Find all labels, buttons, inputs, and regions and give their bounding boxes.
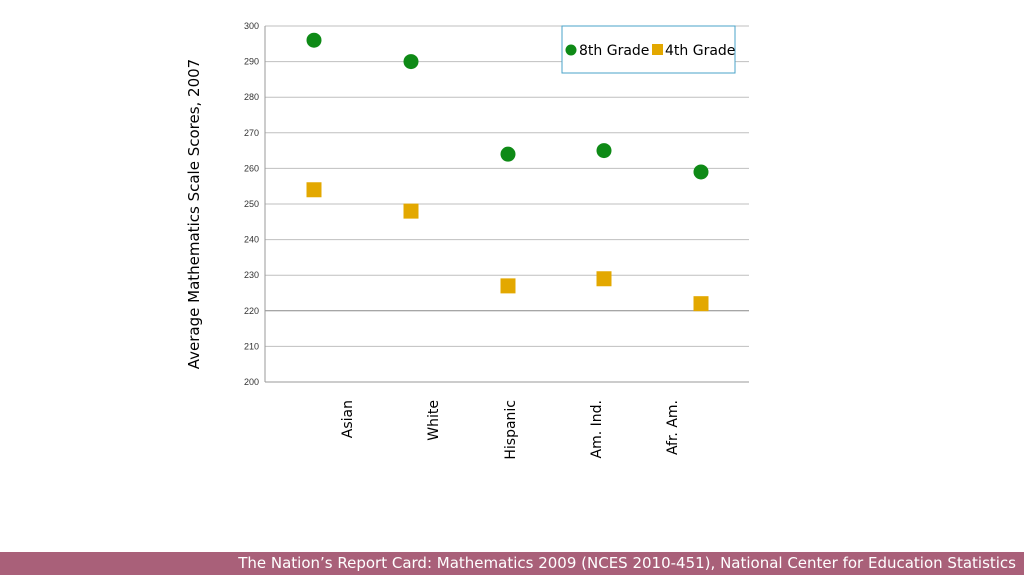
y-tick-label: 200: [244, 377, 259, 387]
chart: 200 210 220 230 240 250 260 270 280 290 300 Averag…: [185, 21, 749, 460]
y-axis-label: Average Mathematics Scale Scores, 2007: [185, 59, 203, 369]
point-4th-grade: [306, 182, 322, 198]
legend-box: [561, 25, 736, 74]
y-tick-label: 300: [244, 21, 259, 31]
category-labels: Asian White Hispanic Am. Ind. Afr. Am.: [340, 400, 681, 460]
y-tick-label: 240: [244, 235, 259, 245]
legend-label-8th-grade: 8th Grade: [579, 43, 649, 59]
point-8th-grade: [306, 32, 322, 48]
legend: 8th Grade 4th Grade: [561, 25, 736, 74]
y-tick-label: 290: [244, 57, 259, 67]
y-tick-label: 220: [244, 306, 259, 316]
point-4th-grade: [596, 271, 612, 287]
y-tick-label: 210: [244, 341, 259, 351]
category-label: White: [426, 400, 442, 441]
point-4th-grade: [403, 203, 419, 219]
y-tick-label: 280: [244, 92, 259, 102]
point-8th-grade: [596, 143, 612, 159]
point-4th-grade: [693, 296, 709, 312]
gridlines: [265, 25, 749, 383]
y-tick-label: 270: [244, 128, 259, 138]
point-8th-grade: [693, 164, 709, 180]
source-footer: The Nation’s Report Card: Mathematics 20…: [0, 552, 1024, 575]
data-points: [306, 32, 709, 312]
point-4th-grade: [500, 278, 516, 294]
y-tick-label: 230: [244, 270, 259, 280]
category-label: Afr. Am.: [665, 400, 681, 455]
category-label: Asian: [340, 400, 356, 438]
y-tick-label: 250: [244, 199, 259, 209]
legend-marker-4th-grade: [652, 44, 663, 55]
point-8th-grade: [500, 146, 516, 162]
category-label: Am. Ind.: [589, 400, 605, 458]
point-8th-grade: [403, 54, 419, 70]
legend-label-4th-grade: 4th Grade: [665, 43, 735, 59]
y-tick-label: 260: [244, 163, 259, 173]
y-tick-labels: 200 210 220 230 240 250 260 270 280 290 300: [244, 21, 259, 387]
category-label: Hispanic: [503, 400, 519, 460]
legend-marker-8th-grade: [565, 44, 577, 56]
